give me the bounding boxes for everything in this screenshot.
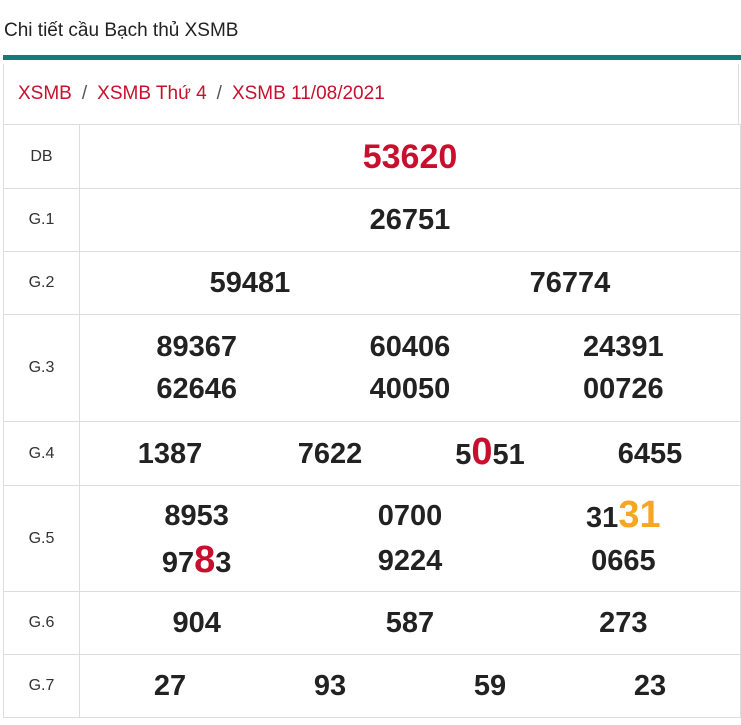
prize-number: 53620 — [362, 137, 458, 176]
breadcrumb-separator: / — [81, 83, 88, 104]
number-grid: 59481 76774 — [80, 262, 740, 304]
prize-row: G.2 59481 76774 — [3, 251, 741, 315]
prize-row: G.4 1387 7622 5051 6455 — [3, 421, 741, 486]
prize-number: 00726 — [582, 373, 664, 405]
breadcrumb-link[interactable]: XSMB 11/08/2021 — [231, 83, 385, 104]
prize-number: 5051 — [410, 431, 570, 476]
prize-number: 9783 — [90, 539, 303, 584]
prize-label: G.6 — [3, 591, 80, 655]
number-grid: 1387 7622 5051 6455 — [80, 431, 740, 476]
prize-number: 59481 — [209, 267, 291, 299]
number-grid: 26751 — [80, 199, 740, 241]
digits: 5 — [455, 439, 472, 471]
results-table: DB 53620 G.1 26751 G.2 59481 76774 G.3 89367 6040… — [3, 124, 741, 718]
breadcrumb-link[interactable]: XSMB Thứ 4 — [97, 83, 207, 104]
prize-numbers: 89367 60406 24391 62646 40050 00726 — [79, 314, 741, 422]
number-grid: 8953 0700 3131 9783 9224 0665 — [80, 494, 740, 584]
prize-number: 0665 — [591, 545, 656, 577]
prize-numbers: 53620 — [79, 124, 741, 189]
page-title: Chi tiết cầu Bạch thủ XSMB — [4, 20, 239, 41]
prize-numbers: 26751 — [79, 188, 741, 252]
highlight-digits: 8 — [194, 538, 216, 581]
prize-number: 59 — [473, 670, 507, 702]
prize-number: 27 — [153, 670, 187, 702]
prize-number: 89367 — [156, 331, 237, 363]
prize-numbers: 59481 76774 — [79, 251, 741, 315]
prize-label: G.3 — [3, 314, 80, 422]
prize-number: 23 — [633, 670, 667, 702]
highlight-digits: 31 — [618, 493, 661, 536]
prize-number: 587 — [385, 607, 435, 639]
prize-number: 7622 — [297, 437, 363, 470]
prize-row: DB 53620 — [3, 124, 741, 189]
digits: 31 — [586, 501, 619, 534]
prize-row: G.5 8953 0700 3131 9783 9224 0665 — [3, 485, 741, 592]
prize-label: G.2 — [3, 251, 80, 315]
breadcrumb-link[interactable]: XSMB — [18, 83, 72, 104]
prize-number: 9224 — [377, 545, 443, 577]
prize-row: G.7 27 93 59 23 — [3, 654, 741, 718]
digits: 97 — [161, 546, 195, 579]
highlight-digits: 0 — [471, 431, 493, 473]
prize-number: 26751 — [369, 204, 451, 236]
prize-number: 3131 — [517, 494, 730, 539]
prize-row: G.6 904 587 273 — [3, 591, 741, 655]
breadcrumb: XSMB / XSMB Thứ 4 / XSMB 11/08/2021 — [3, 64, 739, 124]
prize-number: 6455 — [617, 437, 683, 470]
breadcrumb-separator: / — [216, 83, 222, 104]
title-bar — [3, 55, 741, 60]
digits: 3 — [215, 546, 232, 579]
prize-number: 1387 — [137, 437, 203, 470]
prize-label: G.5 — [3, 485, 80, 592]
prize-number: 273 — [599, 607, 648, 639]
number-grid: 53620 — [80, 136, 740, 178]
number-grid: 89367 60406 24391 62646 40050 00726 — [80, 326, 740, 410]
digits: 51 — [492, 439, 525, 471]
prize-number: 0700 — [377, 500, 443, 532]
prize-numbers: 904 587 273 — [79, 591, 741, 655]
prize-number: 904 — [172, 607, 221, 639]
prize-number: 40050 — [369, 373, 451, 405]
prize-number: 93 — [313, 670, 347, 702]
prize-number: 76774 — [529, 267, 611, 299]
prize-label: G.7 — [3, 654, 80, 718]
prize-number: 8953 — [164, 500, 229, 532]
prize-number: 60406 — [369, 331, 451, 363]
prize-row: G.1 26751 — [3, 188, 741, 252]
number-grid: 27 93 59 23 — [80, 665, 740, 707]
prize-label: DB — [3, 124, 80, 189]
number-grid: 904 587 273 — [80, 602, 740, 644]
prize-label: G.4 — [3, 421, 80, 486]
prize-row: G.3 89367 60406 24391 62646 40050 00726 — [3, 314, 741, 422]
prize-numbers: 8953 0700 3131 9783 9224 0665 — [79, 485, 741, 592]
prize-numbers: 27 93 59 23 — [79, 654, 741, 718]
prize-number: 62646 — [156, 373, 237, 405]
prize-label: G.1 — [3, 188, 80, 252]
prize-number: 24391 — [582, 331, 664, 363]
prize-numbers: 1387 7622 5051 6455 — [79, 421, 741, 486]
